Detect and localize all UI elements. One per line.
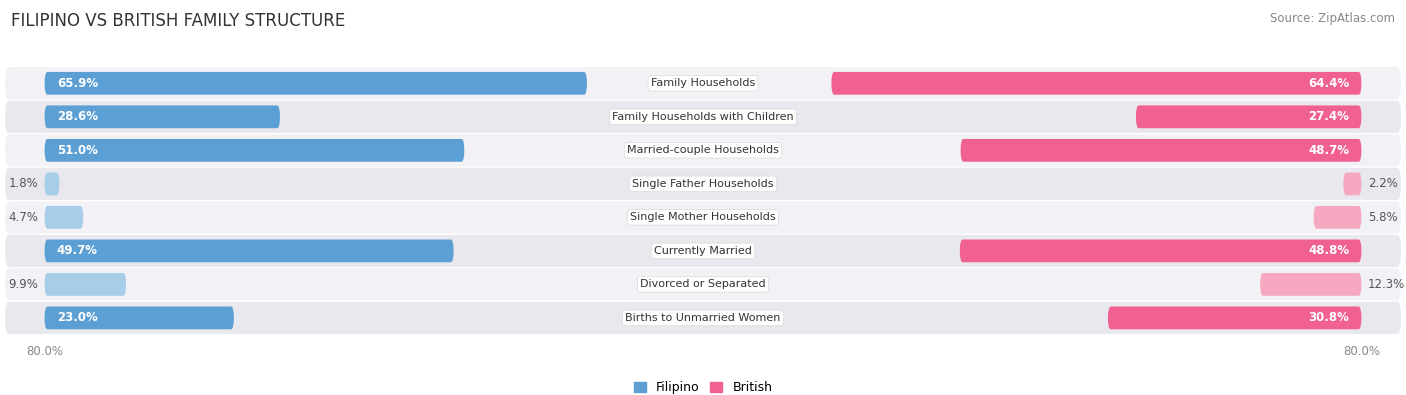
FancyBboxPatch shape	[6, 101, 1400, 133]
Text: Single Mother Households: Single Mother Households	[630, 213, 776, 222]
FancyBboxPatch shape	[960, 239, 1361, 262]
Text: Family Households with Children: Family Households with Children	[612, 112, 794, 122]
FancyBboxPatch shape	[45, 72, 586, 95]
FancyBboxPatch shape	[6, 302, 1400, 334]
Text: 28.6%: 28.6%	[56, 110, 98, 123]
Text: 1.8%: 1.8%	[8, 177, 38, 190]
FancyBboxPatch shape	[6, 235, 1400, 267]
FancyBboxPatch shape	[45, 239, 454, 262]
Text: 4.7%: 4.7%	[8, 211, 38, 224]
FancyBboxPatch shape	[6, 134, 1400, 166]
FancyBboxPatch shape	[1260, 273, 1361, 296]
FancyBboxPatch shape	[831, 72, 1361, 95]
FancyBboxPatch shape	[1136, 105, 1361, 128]
Text: 30.8%: 30.8%	[1308, 311, 1350, 324]
FancyBboxPatch shape	[45, 206, 83, 229]
Text: Family Households: Family Households	[651, 78, 755, 88]
FancyBboxPatch shape	[1343, 173, 1361, 195]
Legend: Filipino, British: Filipino, British	[634, 381, 772, 394]
FancyBboxPatch shape	[45, 139, 464, 162]
FancyBboxPatch shape	[45, 273, 127, 296]
FancyBboxPatch shape	[6, 67, 1400, 100]
Text: FILIPINO VS BRITISH FAMILY STRUCTURE: FILIPINO VS BRITISH FAMILY STRUCTURE	[11, 12, 346, 30]
Text: Currently Married: Currently Married	[654, 246, 752, 256]
Text: Single Father Households: Single Father Households	[633, 179, 773, 189]
Text: 48.8%: 48.8%	[1308, 245, 1350, 258]
Text: Divorced or Separated: Divorced or Separated	[640, 279, 766, 290]
FancyBboxPatch shape	[45, 105, 280, 128]
FancyBboxPatch shape	[45, 307, 233, 329]
FancyBboxPatch shape	[6, 268, 1400, 301]
Text: 12.3%: 12.3%	[1368, 278, 1405, 291]
Text: 5.8%: 5.8%	[1368, 211, 1398, 224]
Text: Births to Unmarried Women: Births to Unmarried Women	[626, 313, 780, 323]
FancyBboxPatch shape	[1108, 307, 1361, 329]
Text: 49.7%: 49.7%	[56, 245, 98, 258]
FancyBboxPatch shape	[960, 139, 1361, 162]
Text: 2.2%: 2.2%	[1368, 177, 1398, 190]
Text: 23.0%: 23.0%	[56, 311, 97, 324]
Text: 64.4%: 64.4%	[1308, 77, 1350, 90]
FancyBboxPatch shape	[6, 168, 1400, 200]
Text: Source: ZipAtlas.com: Source: ZipAtlas.com	[1270, 12, 1395, 25]
Text: 48.7%: 48.7%	[1308, 144, 1350, 157]
Text: Married-couple Households: Married-couple Households	[627, 145, 779, 155]
FancyBboxPatch shape	[1313, 206, 1361, 229]
FancyBboxPatch shape	[45, 173, 59, 195]
FancyBboxPatch shape	[6, 201, 1400, 233]
Text: 27.4%: 27.4%	[1308, 110, 1350, 123]
Text: 9.9%: 9.9%	[8, 278, 38, 291]
Text: 65.9%: 65.9%	[56, 77, 98, 90]
Text: 51.0%: 51.0%	[56, 144, 98, 157]
